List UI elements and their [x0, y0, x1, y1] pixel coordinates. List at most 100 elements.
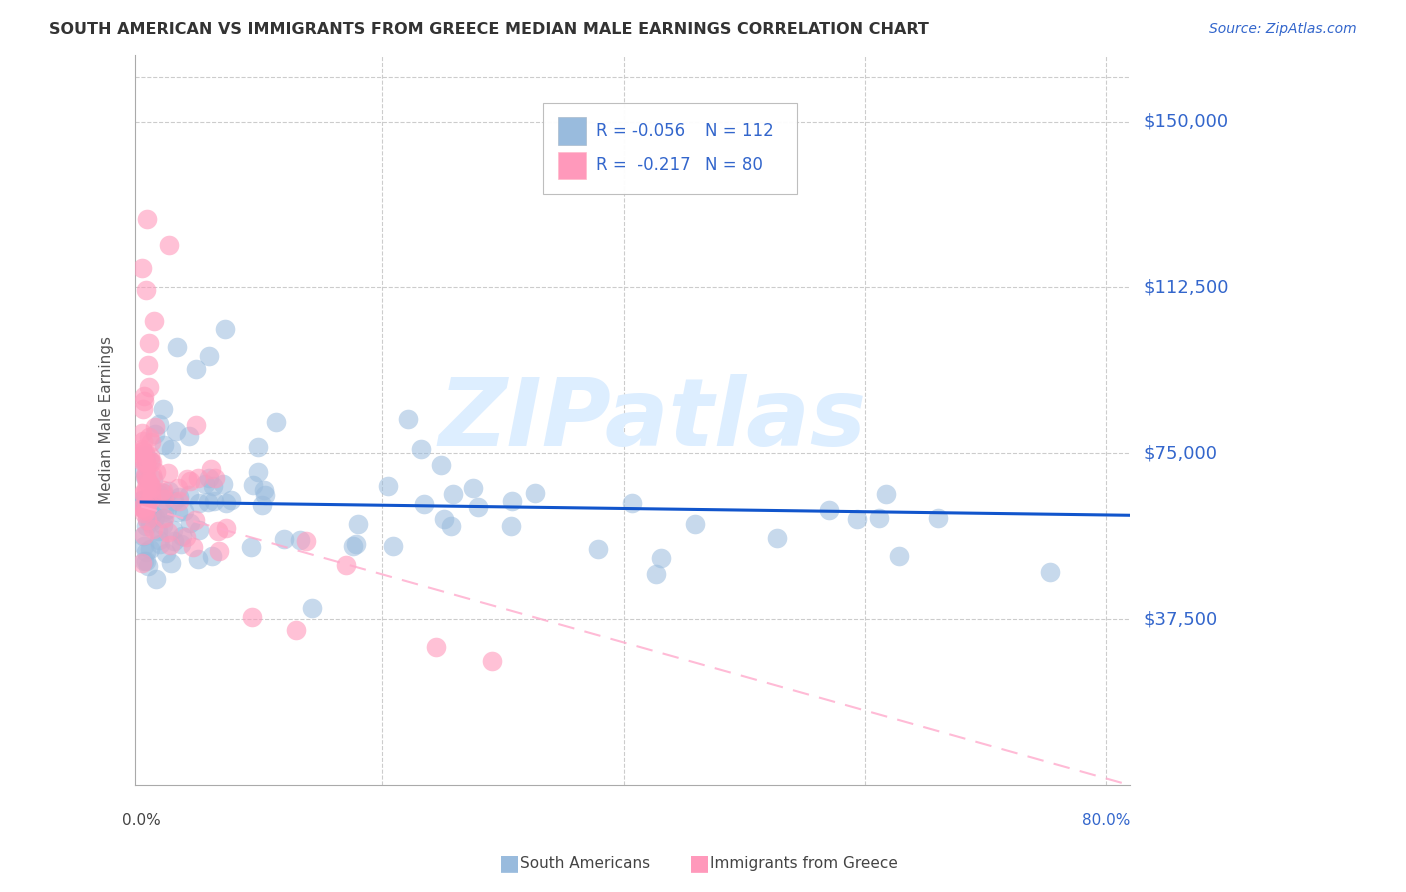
Point	[141, 507, 163, 521]
FancyBboxPatch shape	[558, 117, 586, 145]
Point	[868, 511, 890, 525]
Point	[138, 558, 160, 573]
Point	[167, 481, 190, 495]
Point	[148, 417, 170, 431]
Point	[131, 493, 153, 508]
Point	[167, 506, 190, 520]
Point	[139, 516, 162, 530]
Point	[134, 503, 156, 517]
Point	[382, 539, 405, 553]
Point	[142, 522, 165, 536]
Point	[247, 465, 270, 479]
Point	[295, 533, 318, 548]
Point	[254, 488, 277, 502]
Point	[250, 498, 273, 512]
Point	[136, 211, 159, 226]
Point	[163, 494, 186, 508]
Point	[266, 416, 288, 430]
Point	[139, 455, 162, 469]
Point	[131, 453, 153, 467]
Point	[138, 335, 160, 350]
Point	[134, 446, 156, 460]
Point	[176, 473, 198, 487]
Point	[141, 481, 163, 495]
Point	[138, 380, 160, 394]
Point	[184, 513, 207, 527]
Text: Immigrants from Greece: Immigrants from Greece	[710, 856, 898, 871]
Point	[159, 538, 181, 552]
Point	[187, 471, 209, 485]
Point	[131, 501, 153, 516]
Point	[620, 496, 643, 510]
Point	[135, 283, 157, 297]
Point	[131, 445, 153, 459]
Point	[342, 539, 364, 553]
Point	[157, 466, 180, 480]
Text: SOUTH AMERICAN VS IMMIGRANTS FROM GREECE MEDIAN MALE EARNINGS CORRELATION CHART: SOUTH AMERICAN VS IMMIGRANTS FROM GREECE…	[49, 22, 929, 37]
Point	[135, 467, 157, 481]
Point	[157, 238, 180, 252]
Point	[136, 475, 159, 490]
Point	[148, 487, 170, 501]
Point	[143, 420, 166, 434]
Point	[181, 540, 204, 554]
Point	[433, 512, 456, 526]
Point	[201, 478, 224, 492]
Text: R =  -0.217: R = -0.217	[596, 156, 690, 174]
Point	[152, 402, 174, 417]
Point	[152, 483, 174, 497]
Point	[132, 553, 155, 567]
Point	[173, 504, 195, 518]
Point	[845, 511, 868, 525]
Text: $112,500: $112,500	[1144, 278, 1229, 296]
Text: South Americans: South Americans	[520, 856, 651, 871]
Point	[586, 542, 609, 557]
Point	[201, 549, 224, 563]
Text: 0.0%: 0.0%	[122, 813, 160, 828]
Point	[135, 458, 157, 472]
Point	[239, 541, 262, 555]
Point	[200, 462, 222, 476]
Point	[141, 467, 163, 482]
Point	[887, 549, 910, 563]
Point	[136, 495, 159, 509]
Text: ZIPatlas: ZIPatlas	[439, 374, 866, 467]
Point	[284, 624, 307, 638]
Point	[131, 444, 153, 458]
Point	[143, 426, 166, 441]
Point	[131, 448, 153, 462]
Point	[148, 533, 170, 547]
Point	[215, 496, 238, 510]
Point	[346, 537, 368, 551]
Point	[193, 477, 215, 491]
Point	[131, 454, 153, 468]
Point	[165, 424, 187, 438]
Point	[145, 572, 167, 586]
Point	[765, 531, 787, 545]
Point	[172, 529, 194, 543]
Point	[927, 511, 949, 525]
Point	[170, 537, 193, 551]
Point	[132, 434, 155, 449]
Point	[132, 486, 155, 500]
Point	[152, 486, 174, 500]
Point	[139, 449, 162, 463]
Point	[169, 490, 191, 504]
Text: R = -0.056: R = -0.056	[596, 122, 685, 140]
Point	[131, 500, 153, 515]
Y-axis label: Median Male Earnings: Median Male Earnings	[100, 336, 114, 504]
Point	[179, 488, 201, 502]
Point	[139, 490, 162, 504]
Point	[142, 313, 165, 327]
Point	[429, 458, 451, 472]
Point	[131, 529, 153, 543]
Point	[135, 545, 157, 559]
Point	[152, 518, 174, 533]
Point	[135, 480, 157, 494]
Point	[273, 532, 295, 546]
Point	[155, 546, 177, 560]
Point	[132, 506, 155, 520]
Point	[204, 471, 226, 485]
Point	[135, 554, 157, 568]
Point	[139, 454, 162, 468]
